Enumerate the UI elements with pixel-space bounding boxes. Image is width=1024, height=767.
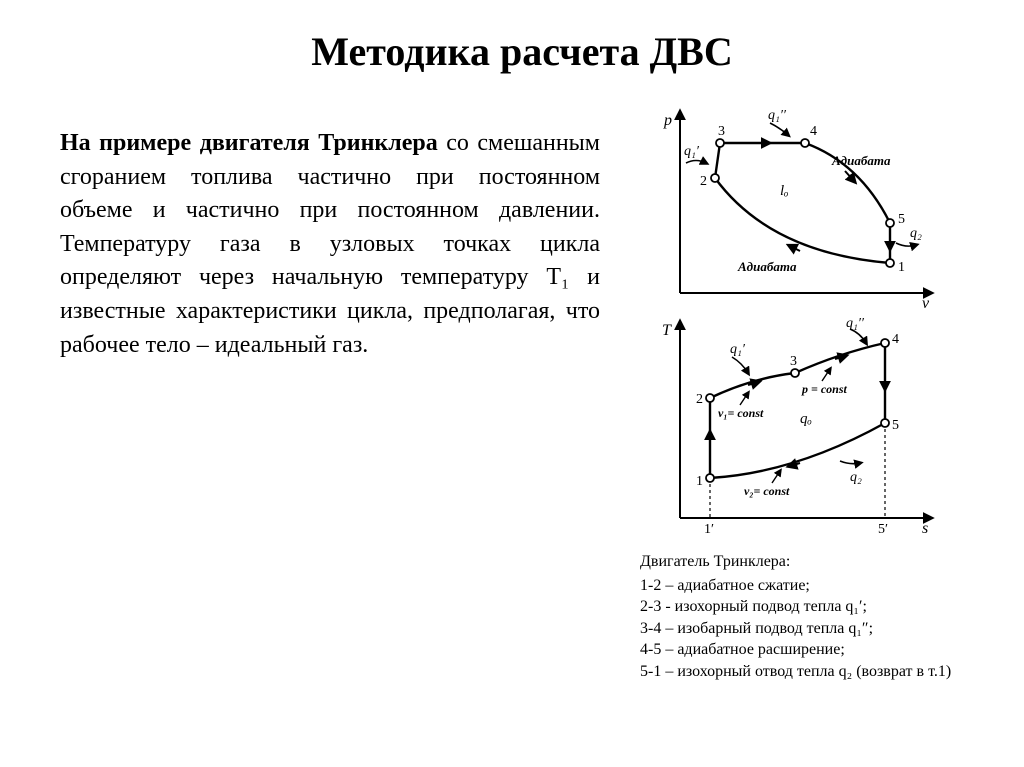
caption-item: 3-4 – изобарный подвод тепла q₁″; bbox=[640, 618, 951, 640]
caption-item: 1-2 – адиабатное сжатие; bbox=[640, 575, 951, 597]
diagram-caption: Двигатель Тринклера: 1-2 – адиабатное сж… bbox=[640, 551, 951, 683]
pv-points: 1 2 3 4 5 bbox=[700, 124, 905, 275]
slide-root: Методика расчета ДВС На примере двигател… bbox=[0, 0, 1024, 767]
svg-text:5′: 5′ bbox=[878, 522, 888, 537]
page-title: Методика расчета ДВС bbox=[60, 28, 984, 75]
caption-item: 2-3 - изохорный подвод тепла q₁′; bbox=[640, 596, 951, 618]
ts-points: 1 2 3 4 5 1′ 5′ bbox=[696, 332, 899, 537]
pv-x-label: v bbox=[922, 295, 930, 312]
svg-text:1′: 1′ bbox=[704, 522, 714, 537]
svg-text:5: 5 bbox=[892, 418, 899, 433]
svg-text:1: 1 bbox=[696, 474, 703, 489]
caption-title: Двигатель Тринклера: bbox=[640, 551, 951, 573]
pv-y-label: p bbox=[663, 112, 672, 129]
svg-text:4: 4 bbox=[892, 332, 899, 347]
left-column: На примере двигателя Тринклера со смешан… bbox=[60, 103, 600, 386]
pv-diagram: p v bbox=[640, 103, 940, 313]
ts-diagram: T s bbox=[640, 313, 940, 543]
svg-text:2: 2 bbox=[696, 392, 703, 407]
diagram-stack: p v bbox=[640, 103, 951, 683]
svg-text:3: 3 bbox=[718, 124, 725, 139]
svg-text:4: 4 bbox=[810, 124, 817, 139]
caption-item: 4-5 – адиабатное расширение; bbox=[640, 639, 951, 661]
pv-q2: q₂ bbox=[910, 226, 922, 241]
caption-item: 5-1 – изохорный отвод тепла q₂ (возврат … bbox=[640, 661, 951, 683]
pv-adiabata1: Адиабата bbox=[831, 153, 891, 168]
main-paragraph: На примере двигателя Тринклера со смешан… bbox=[60, 127, 600, 362]
pv-lo: lₒ bbox=[780, 183, 788, 199]
paragraph-rest: со смешанным сгоранием топлива частично … bbox=[60, 130, 600, 358]
ts-pc: p = const bbox=[801, 382, 848, 396]
ts-v2c: v₂= const bbox=[744, 484, 790, 498]
ts-v1c: v₁= const bbox=[718, 406, 764, 420]
content-columns: На примере двигателя Тринклера со смешан… bbox=[60, 103, 984, 683]
paragraph-lead: На примере двигателя Тринклера bbox=[60, 130, 438, 156]
ts-qo: qₒ bbox=[800, 411, 812, 427]
svg-text:3: 3 bbox=[790, 354, 797, 369]
pv-q1p: q₁′ bbox=[684, 144, 700, 159]
svg-text:5: 5 bbox=[898, 212, 905, 227]
ts-x-label: s bbox=[922, 520, 928, 537]
svg-text:2: 2 bbox=[700, 174, 707, 189]
svg-text:1: 1 bbox=[898, 260, 905, 275]
pv-q1pp: q₁′′ bbox=[768, 108, 787, 123]
ts-y-label: T bbox=[662, 322, 672, 339]
right-column: p v bbox=[600, 103, 984, 683]
ts-q1p: q₁′ bbox=[730, 342, 746, 357]
pv-adiabata2: Адиабата bbox=[737, 259, 797, 274]
ts-q1pp: q₁′′ bbox=[846, 316, 865, 331]
ts-q2: q₂ bbox=[850, 470, 862, 485]
